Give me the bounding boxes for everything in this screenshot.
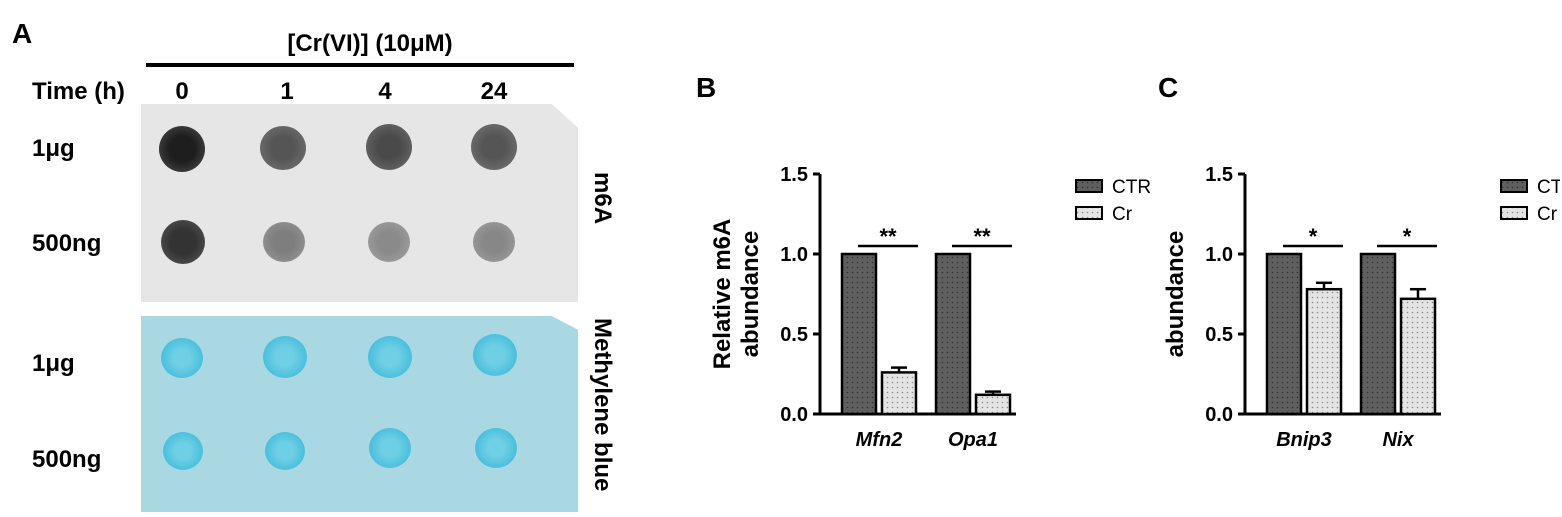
y-axis-label-line2: abundance: [1162, 231, 1189, 358]
mb-dot-1ug-1h: [263, 336, 307, 378]
significance-label: *: [1309, 224, 1318, 249]
y-tick-label: 1.0: [780, 244, 808, 266]
timepoint-4: 4: [378, 78, 392, 105]
significance-label: **: [879, 224, 897, 249]
x-tick-label: Nix: [1382, 429, 1414, 451]
bar-cr-mfn2: [880, 371, 918, 416]
row-label-bottom-1ug: 1μg: [32, 350, 75, 377]
legend-label-cr: Cr: [1537, 204, 1558, 225]
timepoint-1: 1: [280, 78, 294, 105]
mb-dot-500ng-1h: [265, 432, 305, 470]
time-header: Time (h): [32, 78, 125, 105]
legend-label-cr: Cr: [1112, 204, 1133, 225]
panel-c-letter: C: [1158, 72, 1179, 103]
legend-label-ctr: CTR: [1537, 177, 1560, 198]
bar-ctr-nix: [1359, 252, 1397, 416]
legend-swatch-ctr: [1500, 179, 1528, 193]
row-label-top-1ug: 1μg: [32, 135, 75, 162]
y-tick-label: 1.5: [1205, 164, 1233, 186]
legend-swatch-cr: [1075, 206, 1103, 220]
m6a-dot-1ug-4h: [366, 124, 412, 170]
m6a-dot-500ng-24h: [473, 222, 515, 262]
m6a-dot-1ug-1h: [260, 126, 306, 170]
y-tick-label: 0.0: [1205, 404, 1233, 426]
y-tick-label: 1.0: [1205, 244, 1233, 266]
bar-cr-nix: [1399, 297, 1437, 416]
m6a-dot-500ng-4h: [368, 222, 410, 262]
y-axis-label-line1: Relative m6A: [1160, 219, 1161, 370]
panel-b-letter: B: [696, 72, 717, 103]
m6a-dot-500ng-0h: [161, 220, 205, 264]
mb-dot-1ug-0h: [161, 338, 203, 378]
bar-cr-bnip3: [1305, 287, 1343, 416]
x-tick-label: Bnip3: [1276, 429, 1332, 451]
m6a-membrane: [141, 104, 578, 302]
treatment-underline: [146, 63, 574, 67]
mb-dot-500ng-0h: [163, 432, 203, 470]
y-tick-label: 0.0: [780, 404, 808, 426]
legend-label-ctr: CTR: [1112, 177, 1151, 198]
mb-dot-500ng-24h: [475, 428, 517, 468]
y-tick-label: 0.5: [1205, 324, 1233, 346]
blot-label-m6a: m6A: [589, 172, 616, 225]
y-axis-label-line1: Relative m6A: [710, 219, 736, 370]
timepoint-24: 24: [480, 78, 508, 105]
significance-label: **: [973, 224, 991, 249]
bar-ctr-mfn2: [840, 252, 878, 416]
legend-swatch-ctr: [1075, 179, 1103, 193]
treatment-header: [Cr(VI)] (10μM): [287, 30, 453, 57]
bar-ctr-opa1: [934, 252, 972, 416]
mb-dot-500ng-4h: [369, 428, 411, 468]
x-tick-label: Opa1: [948, 429, 998, 451]
m6a-dot-1ug-0h: [159, 126, 205, 172]
y-tick-label: 1.5: [780, 164, 808, 186]
mb-dot-1ug-24h: [473, 334, 517, 376]
y-axis-label-line2: abundance: [737, 231, 764, 358]
timepoint-0: 0: [175, 78, 189, 105]
methylene-blue-membrane: [141, 316, 578, 512]
y-tick-label: 0.5: [780, 324, 808, 346]
significance-label: *: [1403, 224, 1412, 249]
row-label-top-500ng: 500ng: [32, 230, 102, 257]
bar-ctr-bnip3: [1265, 252, 1303, 416]
panel-a-letter: A: [12, 18, 33, 49]
chart-b: Relative m6A abundance 0.0 0.5 1.0 1.5 ** Mfn2 *…: [710, 164, 1151, 451]
row-label-bottom-500ng: 500ng: [32, 446, 102, 473]
m6a-dot-500ng-1h: [263, 222, 305, 262]
bar-cr-opa1: [974, 393, 1012, 416]
m6a-dot-1ug-24h: [471, 124, 517, 170]
x-tick-label: Mfn2: [856, 429, 903, 451]
blot-label-methylene-blue: Methylene blue: [589, 318, 616, 492]
legend-swatch-cr: [1500, 206, 1528, 220]
mb-dot-1ug-4h: [368, 336, 412, 378]
